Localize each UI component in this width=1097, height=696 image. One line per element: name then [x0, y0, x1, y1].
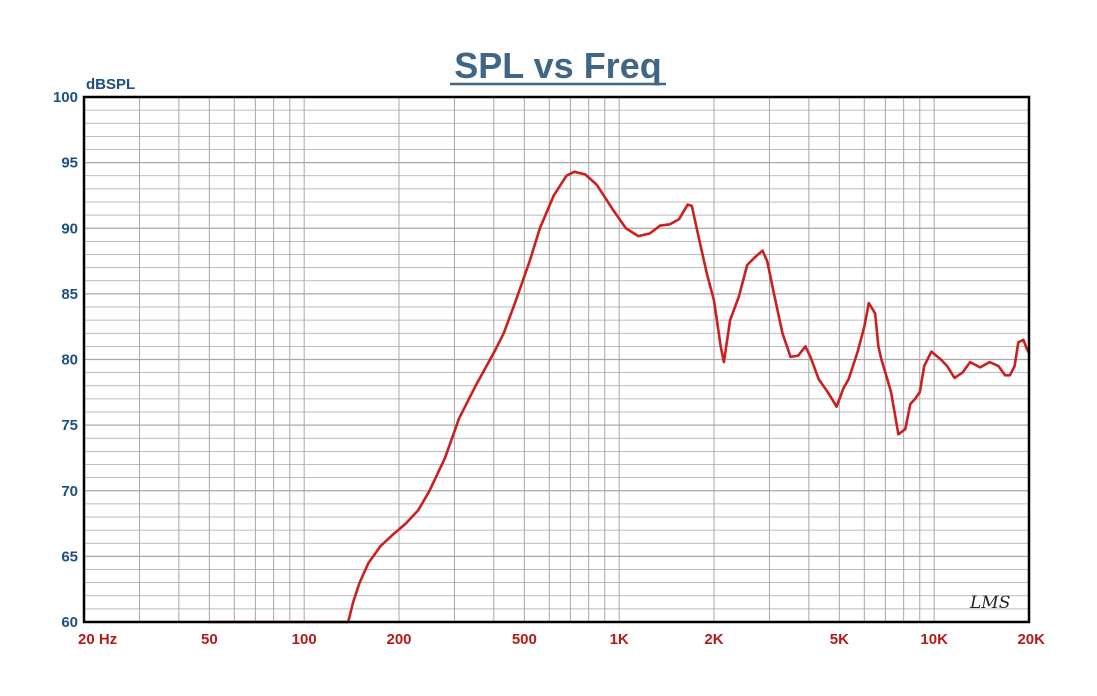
y-tick-label: 95: [61, 155, 78, 172]
x-tick-label: 100: [292, 631, 317, 648]
x-tick-label: 2K: [704, 631, 723, 648]
x-tick-label: 10K: [920, 631, 948, 648]
plot-frame: [82, 95, 1031, 624]
y-tick-label: 75: [61, 417, 78, 434]
y-tick-label: 90: [61, 220, 78, 237]
x-tick-label: 20 Hz: [78, 631, 117, 648]
x-tick-label: 500: [512, 631, 537, 648]
series-group: [208, 170, 1031, 624]
y-axis-ticks: 60 65 70 75 80 85 90 95 100: [53, 89, 78, 631]
lms-watermark: LMS: [969, 593, 1010, 613]
x-tick-label: 50: [201, 631, 218, 648]
y-tick-label: 70: [61, 483, 78, 500]
y-tick-label: 80: [61, 352, 78, 369]
y-tick-label: 65: [61, 548, 78, 565]
y-tick-label: 85: [61, 286, 78, 303]
x-tick-label: 1K: [610, 631, 629, 648]
chart-title: SPL vs Freq: [454, 45, 661, 86]
y-axis-label: dBSPL: [86, 76, 135, 93]
x-tick-label: 20K: [1017, 631, 1045, 648]
y-tick-label: 60: [61, 614, 78, 631]
y-tick-label: 100: [53, 89, 78, 106]
x-tick-label: 5K: [830, 631, 849, 648]
series-line: [208, 170, 1031, 624]
grid-lines-horizontal: [84, 109, 1029, 610]
x-axis-ticks: 20 Hz 50 100 200 500 1K 2K 5K 10K 20K: [78, 631, 1045, 648]
x-tick-label: 200: [386, 631, 411, 648]
